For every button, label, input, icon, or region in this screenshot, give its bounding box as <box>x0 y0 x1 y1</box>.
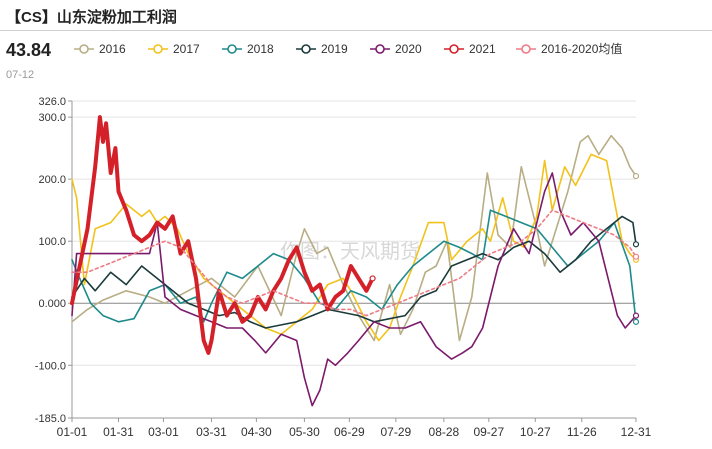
title-divider <box>0 30 712 31</box>
watermark-text: 作图：天风期货 <box>280 240 420 263</box>
legend-swatch-circle <box>449 44 459 54</box>
x-tick-label: 11-26 <box>567 425 597 439</box>
legend-label: 2016-2020均值 <box>541 41 622 56</box>
current-date: 07-12 <box>6 69 35 81</box>
series-end-point <box>369 275 376 282</box>
series-end-point <box>632 241 640 248</box>
legend-swatch-circle <box>301 44 311 54</box>
series-line-2016-2020均值 <box>71 209 637 317</box>
series-line-2018 <box>71 209 637 323</box>
legend[interactable]: 2016 2017 2018 2019 2020 2021 2016-2020均值 <box>74 41 622 56</box>
legend-item-2016-2020均值[interactable]: 2016-2020均值 <box>516 41 622 56</box>
x-tick-label: 09-27 <box>473 425 504 439</box>
y-tick-label: 100.0 <box>38 236 66 248</box>
legend-label: 2017 <box>173 42 200 56</box>
x-tick-label: 01-31 <box>103 425 134 439</box>
series-line-2017 <box>71 153 637 342</box>
x-tick-label: 01-01 <box>57 425 88 439</box>
series-end-point <box>632 312 640 319</box>
legend-label: 2018 <box>247 42 274 56</box>
y-tick-label: 200.0 <box>38 174 66 186</box>
series-end-point <box>632 172 640 180</box>
x-tick-label: 07-29 <box>380 425 411 439</box>
y-tick-label: 0.000 <box>38 298 66 310</box>
x-tick-label: 12-31 <box>621 425 652 439</box>
x-tick-label: 04-30 <box>241 425 272 439</box>
legend-label: 2016 <box>99 42 126 56</box>
y-tick-label: -185.0 <box>35 413 66 425</box>
series-line-2020 <box>71 172 637 407</box>
legend-item-2016[interactable]: 2016 <box>74 42 126 56</box>
x-tick-label: 03-31 <box>196 425 227 439</box>
y-tick-label: -100.0 <box>35 360 66 372</box>
legend-swatch-circle <box>521 44 531 54</box>
series-end-point <box>632 318 640 325</box>
y-tick-label: 326.0 <box>38 96 66 108</box>
legend-swatch-circle <box>153 44 163 54</box>
legend-swatch-circle <box>375 44 385 54</box>
x-tick-label: 10-27 <box>520 425 551 439</box>
x-tick-label: 05-30 <box>289 425 320 439</box>
legend-item-2020[interactable]: 2020 <box>370 42 422 56</box>
x-tick-label: 03-01 <box>148 425 179 439</box>
legend-label: 2019 <box>321 42 348 56</box>
legend-label: 2021 <box>469 42 496 56</box>
x-tick-label: 06-29 <box>334 425 365 439</box>
legend-swatch-circle <box>227 44 237 54</box>
series-line-2019 <box>71 215 637 329</box>
chart-title: 【CS】山东淀粉加工利润 <box>6 9 177 26</box>
y-tick-label: 300.0 <box>38 112 66 124</box>
legend-swatch-circle <box>79 44 89 54</box>
x-tick-label: 08-28 <box>429 425 460 439</box>
current-value: 43.84 <box>6 40 52 60</box>
legend-item-2021[interactable]: 2021 <box>444 42 496 56</box>
axes: -185.0 -100.0 0.000 100.0 200.0 300.0 326.0 01-… <box>35 96 652 439</box>
legend-item-2018[interactable]: 2018 <box>222 42 274 56</box>
legend-item-2017[interactable]: 2017 <box>148 42 200 56</box>
series-line-2021 <box>70 115 375 355</box>
series-end-point <box>632 253 640 260</box>
legend-item-2019[interactable]: 2019 <box>296 42 348 56</box>
series-lines <box>70 115 640 407</box>
legend-label: 2020 <box>395 42 422 56</box>
